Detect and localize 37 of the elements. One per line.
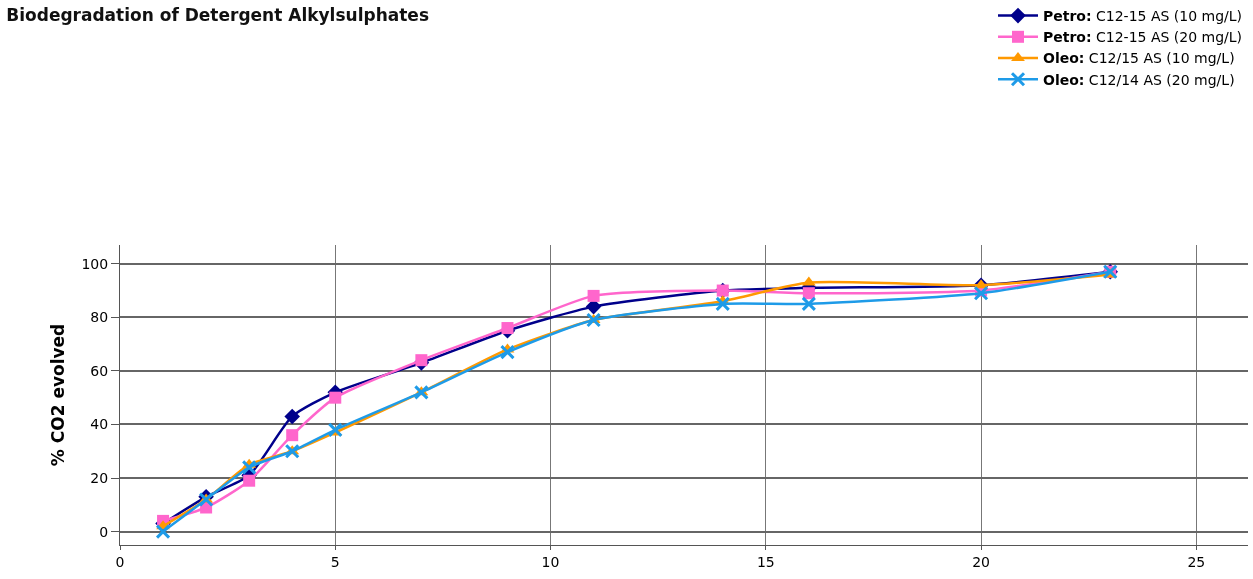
point bbox=[329, 391, 342, 404]
y-tick-label: 40 bbox=[90, 416, 109, 433]
point bbox=[327, 422, 343, 438]
point bbox=[501, 322, 514, 335]
point bbox=[802, 287, 815, 300]
legend-label: Petro: C12-15 AS (10 mg/L) bbox=[1043, 8, 1243, 25]
point bbox=[284, 443, 300, 459]
point bbox=[587, 289, 600, 302]
x-tick-label: 10 bbox=[541, 553, 560, 570]
point bbox=[974, 279, 988, 289]
y-tick-label: 60 bbox=[90, 362, 109, 379]
y-tick-label: 20 bbox=[90, 469, 109, 486]
legend-label: Petro: C12-15 AS (20 mg/L) bbox=[1043, 29, 1243, 46]
x-tick-label: 25 bbox=[1187, 553, 1206, 570]
x-tick-label: 0 bbox=[115, 553, 125, 570]
x-tick-label: 5 bbox=[330, 553, 340, 570]
point bbox=[801, 296, 817, 312]
legend-label: Oleo: C12/15 AS (10 mg/L) bbox=[1043, 50, 1235, 67]
point bbox=[155, 524, 171, 540]
point bbox=[284, 408, 301, 425]
point bbox=[241, 459, 257, 475]
point bbox=[499, 344, 515, 360]
y-tick-label: 0 bbox=[99, 523, 109, 540]
x-tick-label: 20 bbox=[972, 553, 990, 570]
y-tick-label: 80 bbox=[90, 309, 109, 326]
y-tick-label: 100 bbox=[81, 255, 109, 272]
point bbox=[243, 474, 256, 487]
y-axis-title: % CO2 evolved bbox=[48, 323, 69, 467]
point bbox=[413, 384, 429, 400]
x-tick-label: 15 bbox=[756, 553, 775, 570]
point bbox=[415, 354, 428, 367]
legend-label: Oleo: C12/14 AS (20 mg/L) bbox=[1043, 71, 1235, 88]
point bbox=[286, 429, 299, 442]
point bbox=[973, 285, 989, 301]
point bbox=[586, 312, 602, 328]
chart-title: Biodegradation of Detergent Alkylsulphates bbox=[6, 4, 430, 25]
point bbox=[715, 296, 731, 312]
